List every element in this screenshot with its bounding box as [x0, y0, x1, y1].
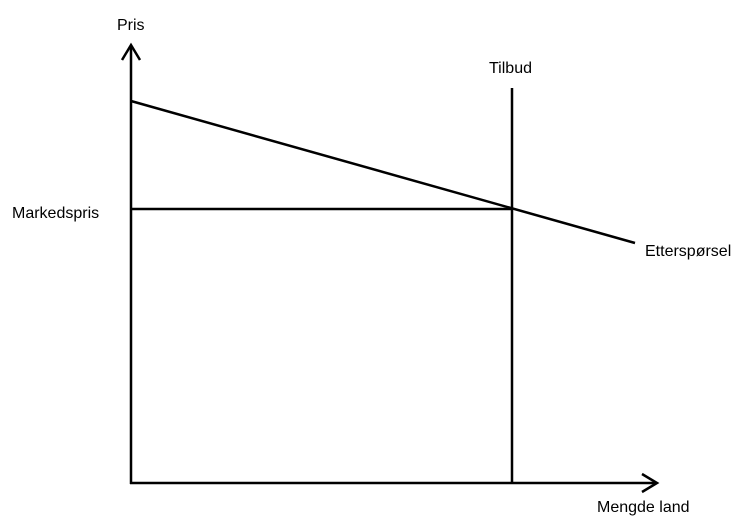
y-axis-arrow [120, 42, 142, 61]
supply-label: Tilbud [489, 60, 532, 77]
y-axis-label: Pris [117, 17, 145, 34]
x-axis-label: Mengde land [597, 499, 690, 516]
price-label: Markedspris [12, 205, 99, 222]
x-axis-arrow [641, 472, 660, 494]
demand-label: Etterspørsel [645, 243, 731, 260]
demand-curve [130, 99, 636, 245]
